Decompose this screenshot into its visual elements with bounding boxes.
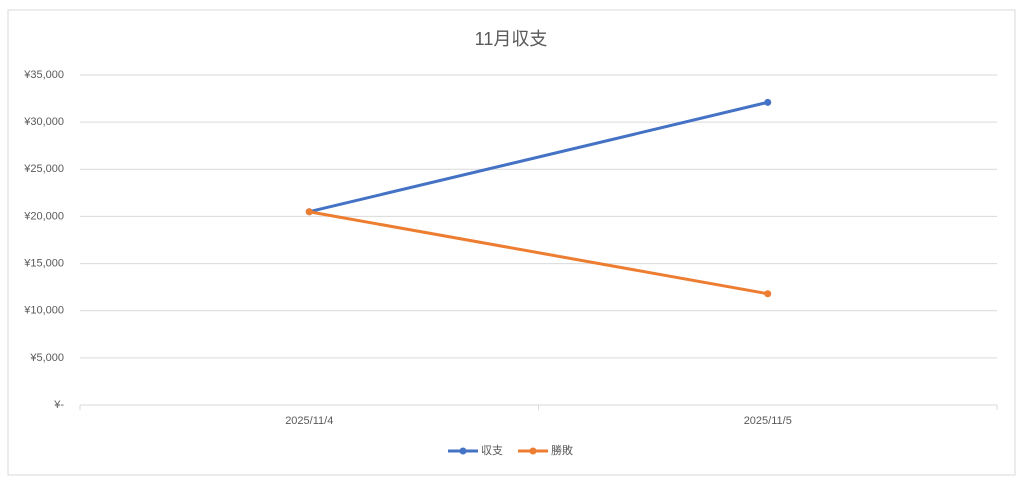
point <box>305 208 313 216</box>
chart-border <box>7 9 1016 476</box>
series-line <box>307 210 770 296</box>
y-tick-label: ¥20,000 <box>23 210 64 222</box>
y-tick-label: ¥15,000 <box>23 257 64 269</box>
y-tick-label: ¥10,000 <box>23 305 64 317</box>
legend-label: 勝敗 <box>551 443 573 457</box>
point <box>764 98 772 106</box>
y-tick-label: ¥- <box>53 399 64 411</box>
series-line <box>307 100 770 214</box>
y-tick-label: ¥25,000 <box>23 163 64 175</box>
point <box>764 290 772 298</box>
legend-marker <box>529 447 537 455</box>
x-tick-label: 2025/11/5 <box>744 415 792 427</box>
y-tick-label: ¥30,000 <box>23 116 64 128</box>
legend-marker <box>459 447 467 455</box>
legend-label: 収支 <box>481 444 503 457</box>
y-tick-label: ¥35,000 <box>23 69 64 81</box>
x-tick-label: 2025/11/4 <box>285 415 333 427</box>
chart-title: 11月収支 <box>475 29 548 49</box>
y-tick-label: ¥5,000 <box>29 352 64 364</box>
